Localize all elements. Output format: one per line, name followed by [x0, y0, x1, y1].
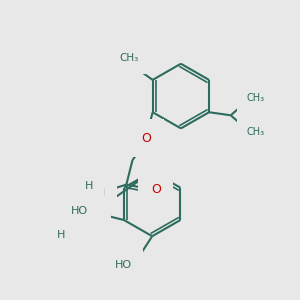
Text: H: H	[85, 181, 93, 191]
Text: CH₃: CH₃	[120, 53, 139, 63]
Text: CH₃: CH₃	[246, 127, 264, 137]
Text: HO: HO	[71, 206, 88, 216]
Text: HO: HO	[115, 260, 132, 271]
Text: N: N	[95, 187, 105, 200]
Text: CH₃: CH₃	[246, 93, 264, 103]
Text: H: H	[57, 230, 65, 240]
Text: N: N	[89, 209, 98, 222]
Text: O: O	[142, 132, 152, 145]
Text: O: O	[151, 183, 161, 196]
